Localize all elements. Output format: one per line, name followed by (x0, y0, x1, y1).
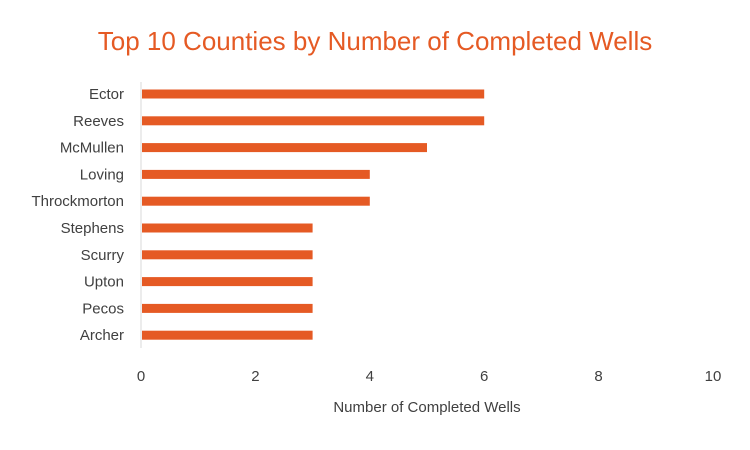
y-label-scurry: Scurry (81, 247, 125, 264)
bar-stephens (142, 223, 313, 233)
y-label-ector: Ector (89, 86, 124, 103)
bar-mcmullen (142, 143, 427, 153)
y-label-upton: Upton (84, 274, 124, 291)
x-axis-title: Number of Completed Wells (333, 399, 520, 416)
y-label-mcmullen: McMullen (60, 140, 124, 157)
x-axis-tick-labels: 0 2 4 6 8 10 (137, 368, 722, 385)
bar-upton (142, 277, 313, 287)
y-label-loving: Loving (80, 166, 124, 183)
bar-throckmorton (142, 196, 370, 206)
bar-scurry (142, 250, 313, 260)
chart-title: Top 10 Counties by Number of Completed W… (98, 26, 652, 56)
x-tick-10: 10 (705, 368, 722, 385)
x-tick-2: 2 (251, 368, 259, 385)
bars-group (142, 89, 485, 340)
bar-loving (142, 169, 370, 179)
y-label-stephens: Stephens (61, 220, 124, 237)
x-tick-6: 6 (480, 368, 488, 385)
x-tick-8: 8 (594, 368, 602, 385)
bar-pecos (142, 303, 313, 313)
y-label-throckmorton: Throckmorton (31, 193, 124, 210)
x-tick-0: 0 (137, 368, 145, 385)
y-label-pecos: Pecos (82, 300, 124, 317)
y-axis-labels: Ector Reeves McMullen Loving Throckmorton Ste… (31, 86, 124, 344)
bar-reeves (142, 116, 485, 126)
x-tick-4: 4 (366, 368, 374, 385)
y-label-reeves: Reeves (73, 113, 124, 130)
y-label-archer: Archer (80, 327, 124, 344)
bar-ector (142, 89, 485, 99)
bar-archer (142, 330, 313, 340)
